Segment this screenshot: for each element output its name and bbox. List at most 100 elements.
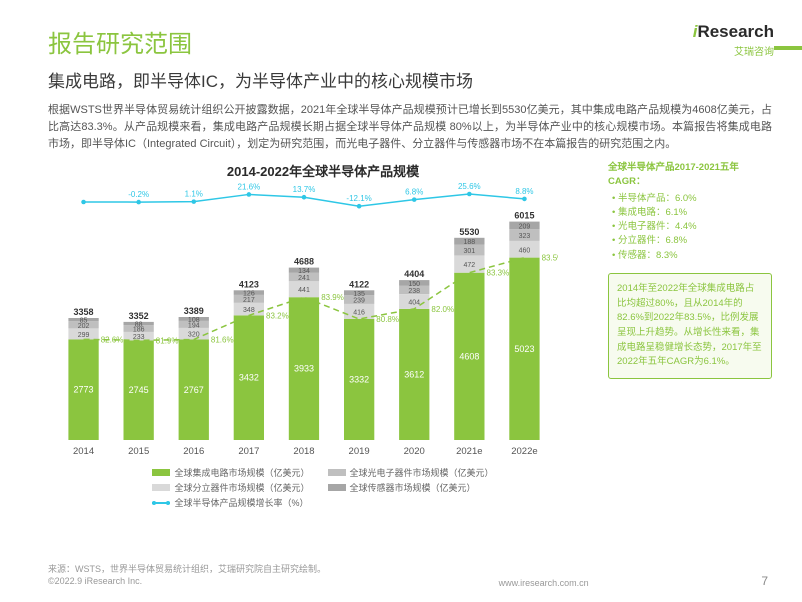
x-tick: 2017	[238, 446, 259, 457]
side-panel: 全球半导体产品2017-2021五年CAGR： 半导体产品：6.0%集成电路：6…	[608, 161, 772, 509]
bar-value: 416	[353, 310, 365, 317]
bar-value: 301	[463, 248, 475, 255]
bar-value: 238	[408, 288, 420, 295]
page-number: 7	[761, 574, 768, 588]
logo: iResearch 艾瑞咨询	[693, 22, 774, 58]
bar-value: 2745	[129, 385, 149, 395]
legend-swatch	[152, 484, 170, 491]
ratio-label: 82.0%	[431, 305, 454, 314]
growth-label: 6.8%	[405, 188, 423, 197]
x-tick: 2020	[404, 446, 425, 457]
cagr-item: 半导体产品：6.0%	[612, 192, 772, 206]
legend-item: 全球光电子器件市场规模（亿美元）	[328, 466, 494, 479]
bar-value: 134	[298, 268, 310, 275]
bar-value: 241	[298, 275, 310, 282]
bar-value: 5023	[514, 344, 534, 354]
x-tick: 2018	[293, 446, 314, 457]
bar-value: 85	[80, 318, 88, 325]
growth-marker	[247, 192, 252, 197]
ratio-label: 81.6%	[211, 336, 234, 345]
logo-subtitle: 艾瑞咨询	[693, 43, 774, 58]
growth-marker	[357, 204, 362, 209]
footer-copyright: ©2022.9 iResearch Inc.	[48, 575, 326, 588]
legend-label: 全球光电子器件市场规模（亿美元）	[350, 466, 494, 479]
x-tick: 2022e	[511, 446, 537, 457]
ratio-label: 82.6%	[101, 335, 124, 344]
legend-item: 全球集成电路市场规模（亿美元）	[152, 466, 309, 479]
cagr-list: 半导体产品：6.0%集成电路：6.1%光电子器件：4.4%分立器件：6.8%传感…	[608, 192, 772, 263]
ratio-label: 83.3%	[487, 269, 510, 278]
bar-value: 209	[519, 224, 531, 231]
bar-value: 3933	[294, 364, 314, 374]
ratio-label: 83.2%	[266, 312, 289, 321]
accent-bar	[774, 46, 802, 50]
bar-value: 188	[463, 239, 475, 246]
bar-value: 441	[298, 287, 310, 294]
body-paragraph: 根据WSTS世界半导体贸易统计组织公开披露数据，2021年全球半导体产品规模预计…	[48, 102, 772, 153]
chart-area: 2014-2022年全球半导体产品规模 27732992028533582014…	[48, 161, 598, 509]
cagr-item: 传感器：8.3%	[612, 249, 772, 263]
bar-value: 135	[353, 291, 365, 298]
bar-value: 3332	[349, 375, 369, 385]
growth-label: 21.6%	[238, 183, 261, 192]
growth-label: -12.1%	[346, 194, 371, 203]
bar-value: 126	[243, 291, 255, 298]
growth-marker	[136, 200, 141, 205]
bar-total: 5530	[459, 227, 479, 237]
cagr-title: 全球半导体产品2017-2021五年CAGR：	[608, 161, 772, 190]
x-tick: 2021e	[456, 446, 482, 457]
x-tick: 2014	[73, 446, 94, 457]
growth-marker	[191, 199, 196, 204]
legend-label: 全球半导体产品规模增长率（%）	[174, 496, 308, 509]
bar-value: 108	[188, 317, 200, 324]
bar-total: 4123	[239, 279, 259, 289]
ratio-label: 83.9%	[321, 293, 344, 302]
bar-value: 239	[353, 298, 365, 305]
bar-total: 4122	[349, 279, 369, 289]
legend-item: 全球分立器件市场规模（亿美元）	[152, 481, 309, 494]
chart-title: 2014-2022年全球半导体产品规模	[48, 161, 598, 180]
legend-swatch	[152, 469, 170, 476]
ratio-label: 81.9%	[156, 336, 179, 345]
footer-source: 来源：WSTS，世界半导体贸易统计组织，艾瑞研究院自主研究绘制。	[48, 563, 326, 576]
logo-brand: Research	[697, 22, 774, 41]
legend-label: 全球集成电路市场规模（亿美元）	[174, 466, 309, 479]
bar-value: 472	[463, 262, 475, 269]
cagr-item: 光电子器件：4.4%	[612, 220, 772, 234]
bar-total: 6015	[514, 211, 534, 221]
growth-label: 8.8%	[515, 187, 533, 196]
bar-value: 2773	[74, 385, 94, 395]
bar-total: 4404	[404, 269, 424, 279]
growth-label: 13.7%	[293, 185, 316, 194]
chart-svg: 2773299202853358201427452331868833522015…	[48, 182, 558, 462]
footer: 来源：WSTS，世界半导体贸易统计组织，艾瑞研究院自主研究绘制。 ©2022.9…	[48, 563, 768, 588]
x-tick: 2015	[128, 446, 149, 457]
footer-url: www.iresearch.com.cn	[499, 578, 589, 588]
legend-label: 全球传感器市场规模（亿美元）	[350, 481, 476, 494]
bar-total: 3389	[184, 306, 204, 316]
page-title: 报告研究范围	[48, 24, 772, 59]
growth-marker	[81, 200, 86, 205]
x-tick: 2016	[183, 446, 204, 457]
growth-marker	[302, 195, 307, 200]
growth-marker	[522, 197, 527, 202]
bar-total: 3358	[74, 307, 94, 317]
bar-value: 460	[519, 247, 531, 254]
bar-value: 299	[78, 332, 90, 339]
growth-marker	[412, 197, 417, 202]
cagr-item: 集成电路：6.1%	[612, 206, 772, 220]
bar-value: 217	[243, 297, 255, 304]
page-subtitle: 集成电路，即半导体IC，为半导体产业中的核心规模市场	[48, 67, 772, 92]
bar-total: 3352	[129, 311, 149, 321]
bar-value: 323	[519, 233, 531, 240]
legend-item: 全球半导体产品规模增长率（%）	[152, 496, 493, 509]
growth-label: 1.1%	[185, 190, 203, 199]
growth-label: -0.2%	[128, 190, 149, 199]
growth-marker	[467, 192, 472, 197]
bar-value: 348	[243, 307, 255, 314]
legend-item: 全球传感器市场规模（亿美元）	[328, 481, 494, 494]
ratio-label: 83.5%	[542, 254, 558, 263]
chart-legend: 全球集成电路市场规模（亿美元） 全球光电子器件市场规模（亿美元） 全球分立器件市场规…	[48, 466, 598, 509]
x-tick: 2019	[349, 446, 370, 457]
growth-label: 25.6%	[458, 182, 481, 191]
